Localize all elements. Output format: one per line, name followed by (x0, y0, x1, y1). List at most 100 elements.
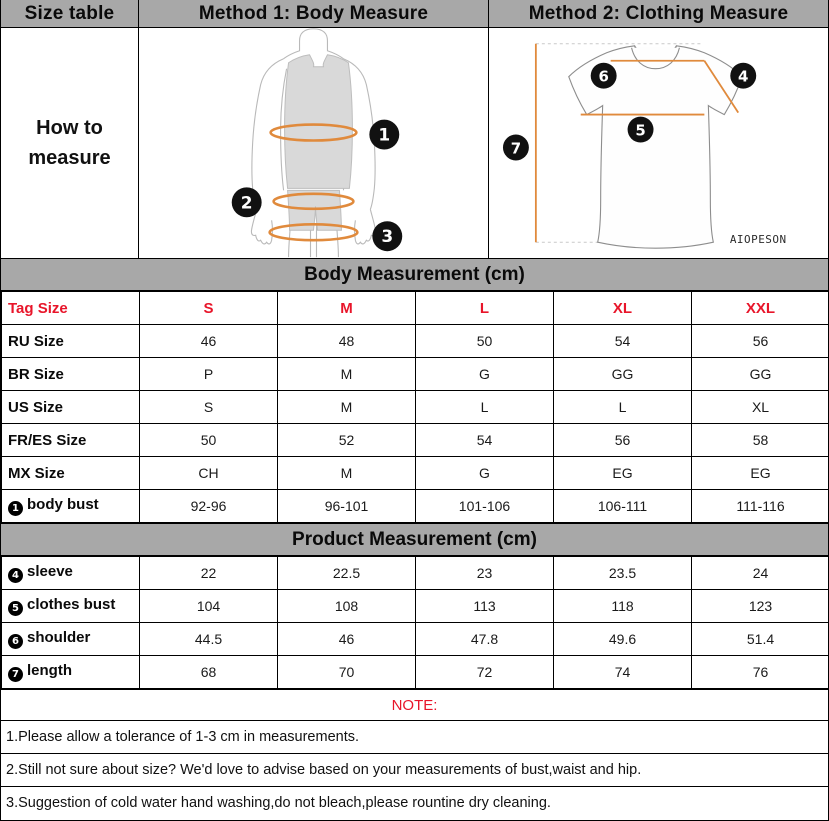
method1-header: Method 1: Body Measure (139, 0, 488, 28)
row-label-text: sleeve (27, 563, 73, 580)
cell: 92-96 (139, 489, 278, 523)
size-xl: XL (553, 291, 692, 325)
row-label-shoulder: 6 shoulder (1, 622, 140, 656)
body-figure-svg: 1 2 3 (231, 28, 403, 258)
method1-column: Method 1: Body Measure (139, 0, 489, 258)
table-row: 5 clothes bust 104 108 113 118 123 (1, 589, 829, 623)
how-to-measure-cell: How to measure (1, 28, 138, 258)
clothing-marker-6: 6 (590, 62, 617, 89)
clothing-marker-5: 5 (627, 116, 654, 143)
svg-text:5: 5 (635, 122, 645, 140)
body-marker-1: 1 (369, 119, 400, 150)
body-measurement-table: Tag Size S M L XL XXL RU Size 46 48 50 5… (1, 291, 829, 523)
cell: 74 (553, 655, 692, 689)
cell: CH (139, 456, 278, 490)
cell: XL (691, 390, 829, 424)
row-label-text: clothes bust (27, 596, 116, 613)
cell: M (277, 390, 416, 424)
table-row: BR Size P M G GG GG (1, 357, 829, 391)
row-label-text: length (27, 662, 72, 679)
table-row: US Size S M L L XL (1, 390, 829, 424)
row-label-mx-size: MX Size (1, 456, 140, 490)
marker-4-badge: 4 (8, 568, 23, 583)
cell: 47.8 (415, 622, 554, 656)
cell: M (277, 357, 416, 391)
product-measurement-table: 4 sleeve 22 22.5 23 23.5 24 5 clothes bust… (1, 556, 829, 689)
clothing-marker-7: 7 (502, 134, 529, 161)
svg-text:4: 4 (738, 68, 748, 86)
cell: 96-101 (277, 489, 416, 523)
cell: 50 (139, 423, 278, 457)
cell: 58 (691, 423, 829, 457)
cell: 108 (277, 589, 416, 623)
row-label-text: body bust (27, 496, 99, 513)
row-label-text: shoulder (27, 629, 91, 646)
marker-6-badge: 6 (8, 634, 23, 649)
cell: 23.5 (553, 556, 692, 590)
body-measure-illustration: 1 2 3 (139, 28, 488, 258)
cell: GG (691, 357, 829, 391)
cell: 24 (691, 556, 829, 590)
cell: 106-111 (553, 489, 692, 523)
tshirt-figure-svg: 6 4 5 7 AIOPESON (502, 43, 787, 249)
svg-text:2: 2 (241, 192, 253, 212)
brand-watermark: AIOPESON (730, 233, 787, 246)
table-row: FR/ES Size 50 52 54 56 58 (1, 423, 829, 457)
table-row: RU Size 46 48 50 54 56 (1, 324, 829, 358)
cell: G (415, 357, 554, 391)
note-title: NOTE: (1, 689, 828, 721)
cell: 118 (553, 589, 692, 623)
row-label-body-bust: 1 body bust (1, 489, 140, 523)
svg-text:7: 7 (511, 139, 521, 157)
note-item-2: 2.Still not sure about size? We'd love t… (1, 754, 828, 787)
row-label-us-size: US Size (1, 390, 140, 424)
cell: 70 (277, 655, 416, 689)
row-label-tag-size: Tag Size (1, 291, 140, 325)
cell: 56 (691, 324, 829, 358)
cell: 46 (139, 324, 278, 358)
table-row: 4 sleeve 22 22.5 23 23.5 24 (1, 556, 829, 590)
cell: EG (691, 456, 829, 490)
marker-5-badge: 5 (8, 601, 23, 616)
cell: 123 (691, 589, 829, 623)
cell: 22.5 (277, 556, 416, 590)
size-m: M (277, 291, 416, 325)
cell: 51.4 (691, 622, 829, 656)
clothing-measure-illustration: 6 4 5 7 AIOPESON (489, 28, 828, 258)
marker-7-badge: 7 (8, 667, 23, 682)
cell: 101-106 (415, 489, 554, 523)
table-row: 1 body bust 92-96 96-101 101-106 106-111 … (1, 489, 829, 523)
how-to-line-2: measure (28, 147, 111, 169)
marker-1-badge: 1 (8, 501, 23, 516)
method2-column: Method 2: Clothing Measure (489, 0, 828, 258)
svg-text:1: 1 (378, 125, 390, 145)
row-label-fr-es-size: FR/ES Size (1, 423, 140, 457)
size-table-header: Size table (1, 0, 138, 28)
cell: 56 (553, 423, 692, 457)
cell: 54 (553, 324, 692, 358)
cell: 111-116 (691, 489, 829, 523)
cell: 76 (691, 655, 829, 689)
note-item-3: 3.Suggestion of cold water hand washing,… (6, 795, 551, 811)
row-label-sleeve: 4 sleeve (1, 556, 140, 590)
cell: 50 (415, 324, 554, 358)
table-row: 7 length 68 70 72 74 76 (1, 655, 829, 689)
table-row-tag-size: Tag Size S M L XL XXL (1, 291, 829, 325)
cell: 72 (415, 655, 554, 689)
cell: S (139, 390, 278, 424)
cell: G (415, 456, 554, 490)
diagram-band: Size table How to measure Method 1: Body… (1, 0, 828, 258)
cell: L (415, 390, 554, 424)
table-row: MX Size CH M G EG EG (1, 456, 829, 490)
row-label-br-size: BR Size (1, 357, 140, 391)
method2-header: Method 2: Clothing Measure (489, 0, 828, 28)
cell: GG (553, 357, 692, 391)
size-l: L (415, 291, 554, 325)
cell: M (277, 456, 416, 490)
how-to-line-1: How to (36, 117, 103, 139)
svg-text:6: 6 (598, 68, 608, 86)
svg-text:3: 3 (381, 226, 393, 246)
note-item-1: 1.Please allow a tolerance of 1-3 cm in … (1, 721, 828, 754)
row-label-length: 7 length (1, 655, 140, 689)
